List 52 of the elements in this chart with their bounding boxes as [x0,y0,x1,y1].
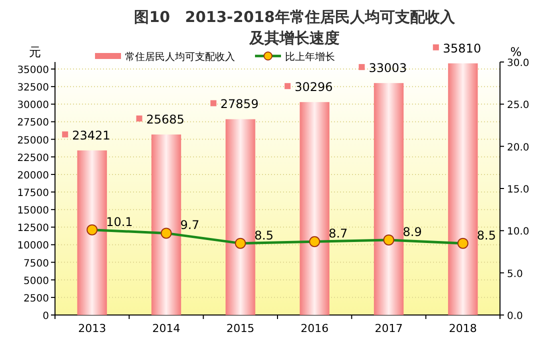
y2-tick-label: 15.0 [507,184,530,196]
data-label: 27859 [220,97,259,112]
y2-tick-label: 20.0 [507,142,530,154]
chart-subtitle: 及其增长速度 [248,29,340,47]
bar [226,119,256,315]
y-tick-label: 32500 [17,82,49,94]
y-tick-label: 22500 [17,152,49,164]
bar [300,102,330,315]
legend-label: 常住居民人均可支配收入 [125,51,235,63]
data-label: 8.5 [254,228,274,242]
bar [374,83,404,315]
y-tick-label: 17500 [17,188,49,200]
y-tick-label: 7500 [24,258,49,270]
y2-tick-label: 5.0 [507,268,523,280]
data-label: 35810 [442,41,482,56]
bar [77,150,107,315]
chart-title: 图10 2013-2018年常住居民人均可支配收入 [134,8,456,26]
x-tick-label: 2014 [152,322,180,335]
y-tick-label: 2500 [24,293,49,304]
y-tick-label: 12500 [17,223,49,234]
y-tick-label: 30000 [17,100,49,112]
y-tick-label: 15000 [17,206,49,217]
data-label: 9.7 [180,218,200,232]
y-tick-label: 35000 [17,65,49,76]
x-tick-label: 2018 [448,322,477,335]
y-tick-label: 27500 [17,118,49,129]
y-axis-title: 元 [29,45,41,59]
y-tick-label: 20000 [17,170,49,182]
y2-tick-label: 30.0 [507,58,530,69]
y-tick-label: 0 [42,311,49,322]
y2-axis-title: % [510,45,522,59]
data-label: 8.7 [328,226,348,241]
x-tick-label: 2016 [300,322,329,335]
bar [448,63,478,315]
y2-tick-label: 0.0 [507,311,523,322]
data-label: 25685 [146,112,184,126]
x-tick-label: 2017 [374,322,403,335]
bar [151,134,182,315]
y-tick-label: 5000 [24,276,49,287]
y-tick-label: 25000 [17,135,49,146]
x-tick-label: 2013 [78,322,106,335]
y-tick-label: 10000 [17,240,49,252]
data-label: 8.5 [476,228,496,242]
legend-label: 比上年增长 [285,51,335,63]
y2-tick-label: 25.0 [507,100,530,112]
data-label: 23421 [72,128,110,142]
y2-tick-label: 10.0 [507,226,530,238]
data-label: 33003 [368,61,407,76]
data-label: 8.9 [402,224,422,239]
x-tick-label: 2015 [226,322,254,335]
data-label: 30296 [294,80,333,94]
data-label: 10.1 [106,214,133,229]
